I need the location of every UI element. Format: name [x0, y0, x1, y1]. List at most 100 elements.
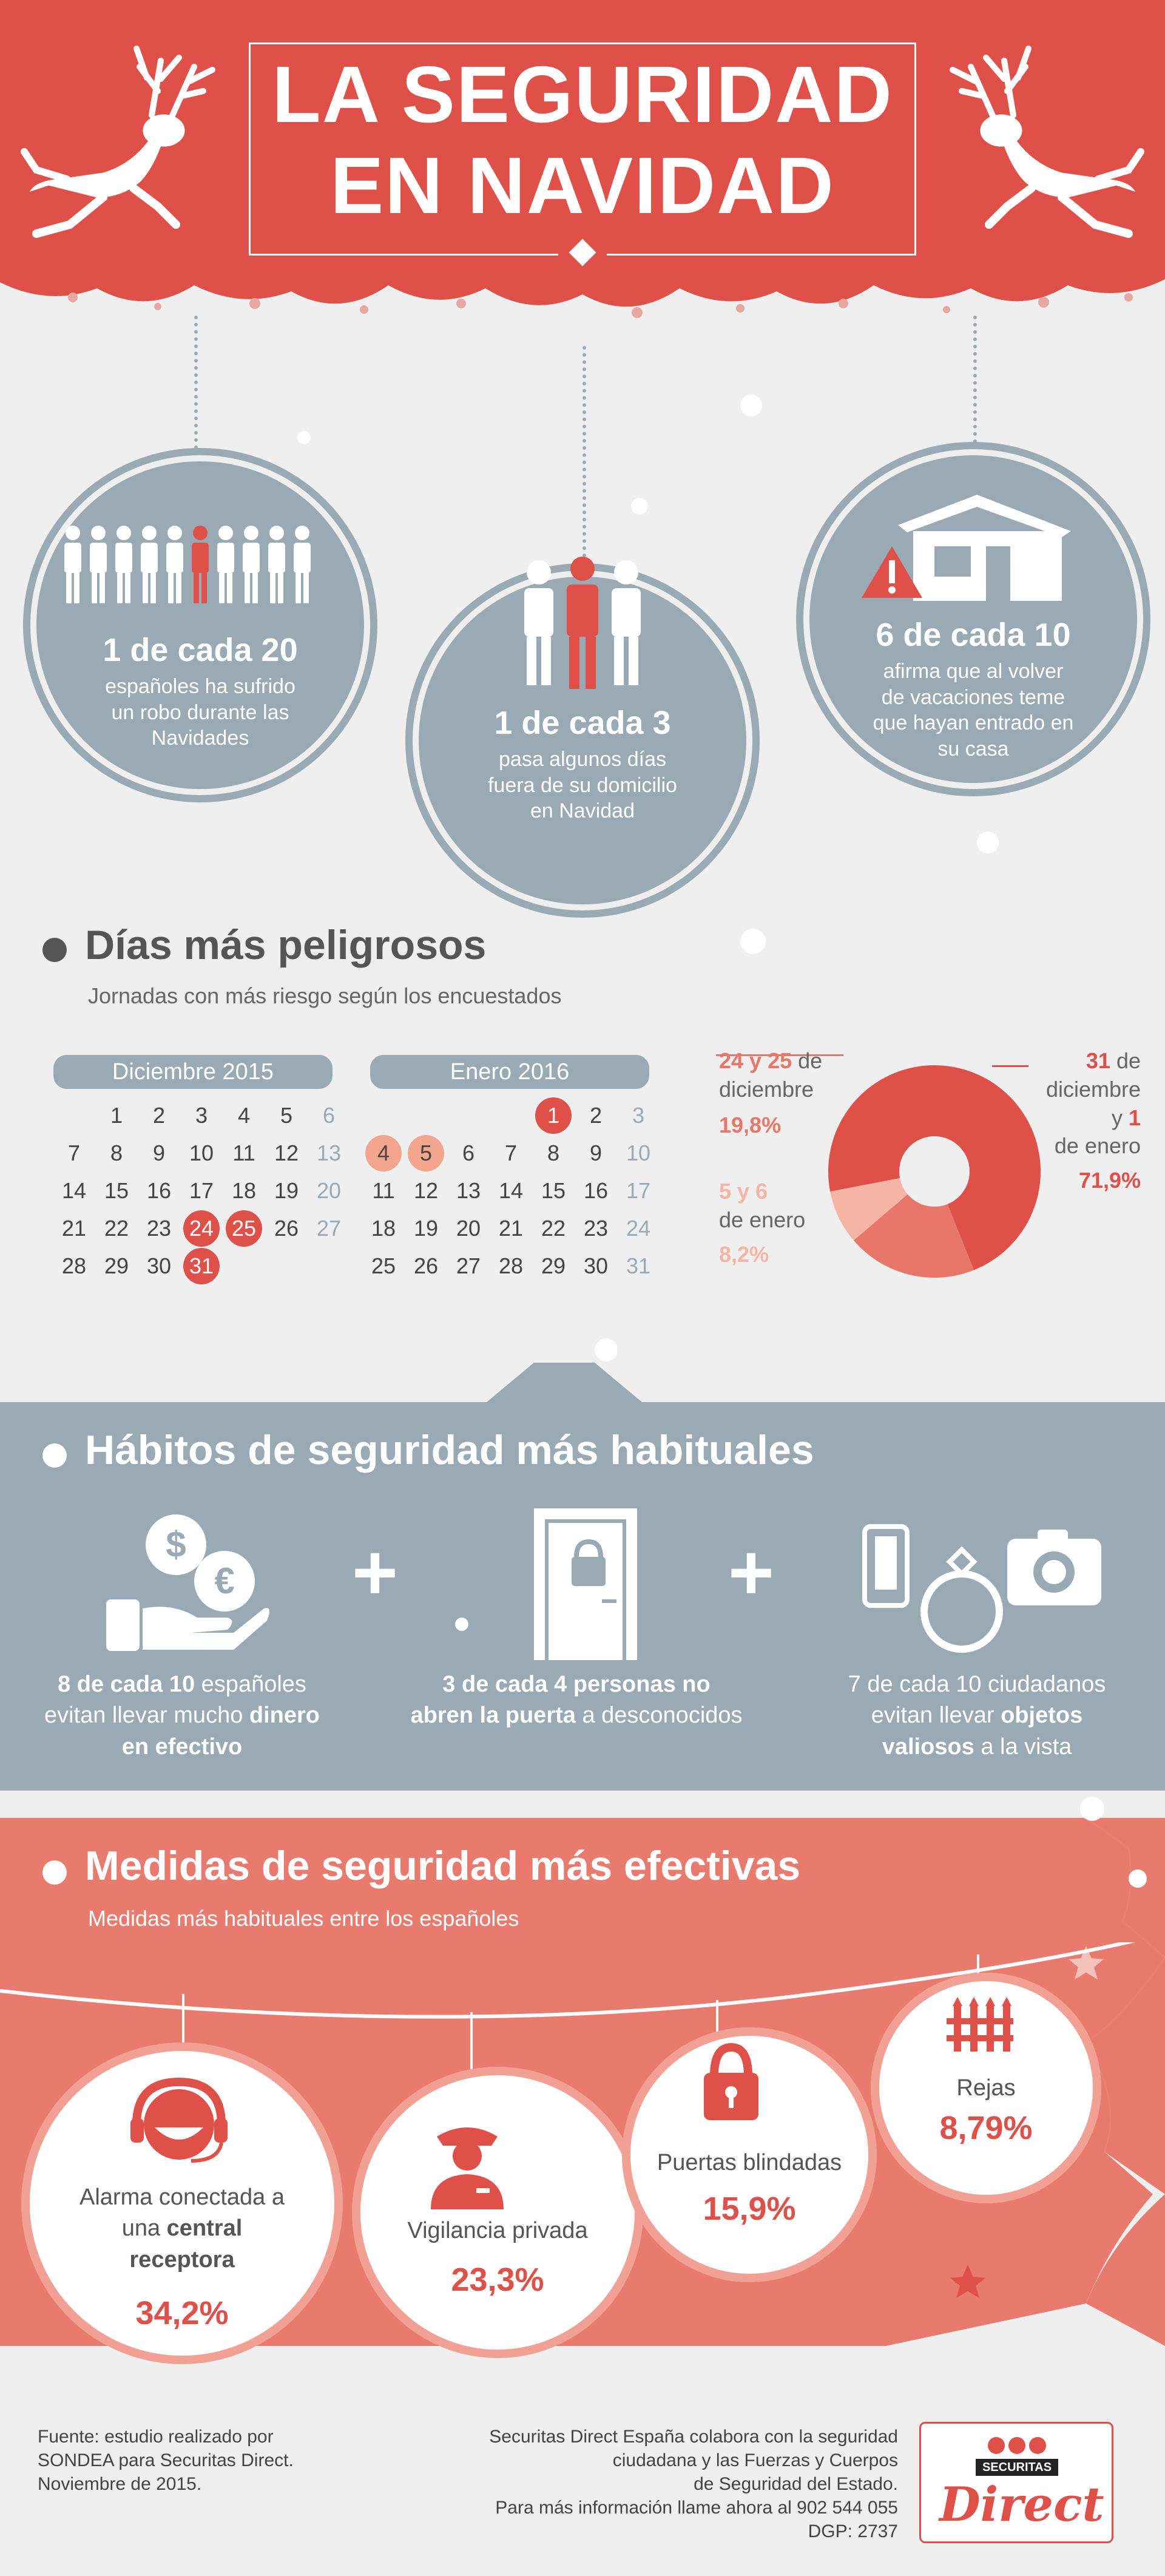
calendar-day: 31 — [626, 1253, 651, 1278]
habit-highlight: 3 de cada 4 personas no — [442, 1672, 711, 1697]
calendar-day: 30 — [146, 1253, 172, 1278]
habit-plain: españoles — [201, 1672, 306, 1697]
garland-string — [0, 1942, 1136, 2019]
stat-circle-fear — [809, 455, 1137, 783]
calendar-day: 31 — [183, 1248, 220, 1284]
reindeer-icon — [950, 46, 1144, 238]
section-bullet — [42, 938, 67, 962]
measure-label-guard: Vigilancia privada — [407, 2218, 588, 2243]
donut-label-jan-5-6: 5 y 6 de enero 8,2% — [719, 1178, 840, 1269]
leader-line — [716, 1054, 843, 1056]
hanging-string — [716, 2000, 718, 2039]
footer-source-line: Fuente: estudio realizado por — [38, 2427, 274, 2447]
calendar-day: 10 — [626, 1141, 651, 1165]
donut-label-rest: de enero — [1054, 1133, 1141, 1159]
calendar-day: 28 — [498, 1253, 524, 1278]
habit-plain: a la vista — [981, 1734, 1072, 1760]
measure-plain: una — [121, 2215, 161, 2242]
stat-big: 1 de cada 20 — [103, 632, 298, 668]
headset-operator-icon — [130, 2077, 228, 2163]
calendar-day: 11 — [372, 1178, 395, 1203]
calendar-day: 15 — [541, 1178, 566, 1203]
calendar-day: 25 — [226, 1210, 262, 1247]
door-lock-icon — [534, 1508, 637, 1660]
calendar-day: 1 — [535, 1097, 572, 1134]
calendar-december: 1 2 3 4 5 6 7 8 9 10 11 12 13 14 15 16 17 18 19 20 21 22 23 24 2… — [53, 1097, 351, 1292]
measure-pct-bars: 8,79% — [939, 2110, 1033, 2146]
calendar-day: 2 — [589, 1103, 603, 1128]
habit-plain: evitan llevar mucho — [44, 1703, 243, 1729]
snow-dot — [595, 1338, 618, 1361]
donut-slice — [828, 1065, 1041, 1270]
section-subtitle-measures: Medidas más habituales entre los español… — [88, 1906, 519, 1931]
calendar-day: 9 — [589, 1141, 603, 1165]
donut-label-dec31-jan1: 31 de diciembre y 1 de enero 71,9% — [1007, 1047, 1141, 1195]
title-frame — [249, 42, 916, 255]
donut-label-mid: y — [1111, 1105, 1123, 1130]
habit-highlight: abren la puerta — [410, 1703, 576, 1729]
donut-slice — [830, 1178, 908, 1241]
calendar-day: 1 — [110, 1103, 123, 1128]
calendar-day: 27 — [316, 1216, 342, 1241]
calendar-day: 12 — [274, 1141, 299, 1165]
logo-dots — [988, 2437, 1046, 2455]
calendar-day: 6 — [322, 1103, 336, 1128]
calendar-day: 24 — [626, 1216, 651, 1241]
calendar-day: 28 — [61, 1253, 87, 1278]
stat-circle-robbery — [36, 461, 364, 789]
footer-info-line: ciudadana y las Fuerzas y Cuerpos — [612, 2450, 898, 2470]
calendar-day: 8 — [547, 1141, 560, 1165]
donut-label-days: 24 y 25 — [719, 1048, 792, 1073]
snow-dot — [1080, 1797, 1104, 1821]
calendar-day: 20 — [456, 1216, 481, 1241]
stat-big: 6 de cada 10 — [876, 617, 1071, 653]
section-title-habits: Hábitos de seguridad más habituales — [85, 1427, 814, 1473]
habit-plain: 7 de cada 10 ciudadanos — [848, 1672, 1106, 1697]
calendar-day: 3 — [195, 1103, 208, 1128]
calendar-day: 19 — [413, 1216, 439, 1241]
donut-label-days: 5 y 6 — [719, 1179, 768, 1204]
calendar-day: 19 — [274, 1178, 299, 1203]
habit-highlight: en efectivo — [121, 1734, 243, 1760]
padlock-icon — [704, 2042, 758, 2120]
stat-big: 1 de cada 3 — [494, 705, 671, 741]
section-bullet — [42, 1860, 67, 1885]
fence-bars-icon — [947, 1997, 1013, 2052]
donut-label-pct: 8,2% — [719, 1241, 769, 1267]
section-title-days: Días más peligrosos — [85, 922, 487, 968]
plus-icon: + — [728, 1528, 774, 1616]
habit-text-valuables: 7 de cada 10 ciudadanos evitan llevar ob… — [813, 1669, 1141, 1763]
habit-highlight: objetos — [1001, 1703, 1083, 1729]
calendar-day: 14 — [61, 1178, 87, 1203]
donut-label-days: 31 — [1086, 1048, 1110, 1073]
footer-source: Fuente: estudio realizado por SONDEA par… — [38, 2425, 377, 2496]
calendar-day: 16 — [146, 1178, 172, 1203]
calendar-day: 18 — [371, 1216, 396, 1241]
habit-text-cash: 8 de cada 10 españoles evitan llevar muc… — [24, 1669, 340, 1763]
snow-dot — [455, 1618, 468, 1631]
leader-line — [992, 1065, 1028, 1067]
measure-label-doors: Puertas blindadas — [657, 2150, 842, 2175]
footer-info-line: DGP: 2737 — [808, 2521, 898, 2541]
section-subtitle-days: Jornadas con más riesgo según los encues… — [88, 983, 562, 1008]
calendar-day: 27 — [456, 1253, 481, 1278]
footer-info-line: Securitas Direct España colabora con la … — [489, 2427, 898, 2447]
calendar-day: 24 — [183, 1210, 220, 1247]
calendar-day: 23 — [583, 1216, 609, 1241]
measure-highlight: receptora — [129, 2246, 235, 2273]
calendar-day: 12 — [413, 1178, 439, 1203]
calendar-day: 29 — [104, 1253, 129, 1278]
people-group-icon — [64, 526, 311, 603]
stat-text-away: 1 de cada 3 pasa algunos días fuera de s… — [437, 704, 728, 824]
calendar-day: 10 — [189, 1141, 214, 1165]
calendar-day: 25 — [371, 1253, 396, 1278]
donut-label-rest: de diciembre — [1045, 1048, 1141, 1102]
securitas-direct-logo[interactable]: SECURITAS Direct — [919, 2422, 1113, 2543]
measure-highlight: central — [166, 2215, 243, 2242]
calendar-day: 18 — [231, 1178, 257, 1203]
donut-label-dec-24-25: 24 y 25 de diciembre 19,8% — [719, 1047, 865, 1139]
calendar-day: 20 — [316, 1178, 342, 1203]
logo-wordmark: SECURITAS — [976, 2459, 1058, 2476]
danger-days-donut-chart — [828, 1065, 1041, 1278]
calendar-header-dec: Diciembre 2015 — [53, 1055, 333, 1089]
